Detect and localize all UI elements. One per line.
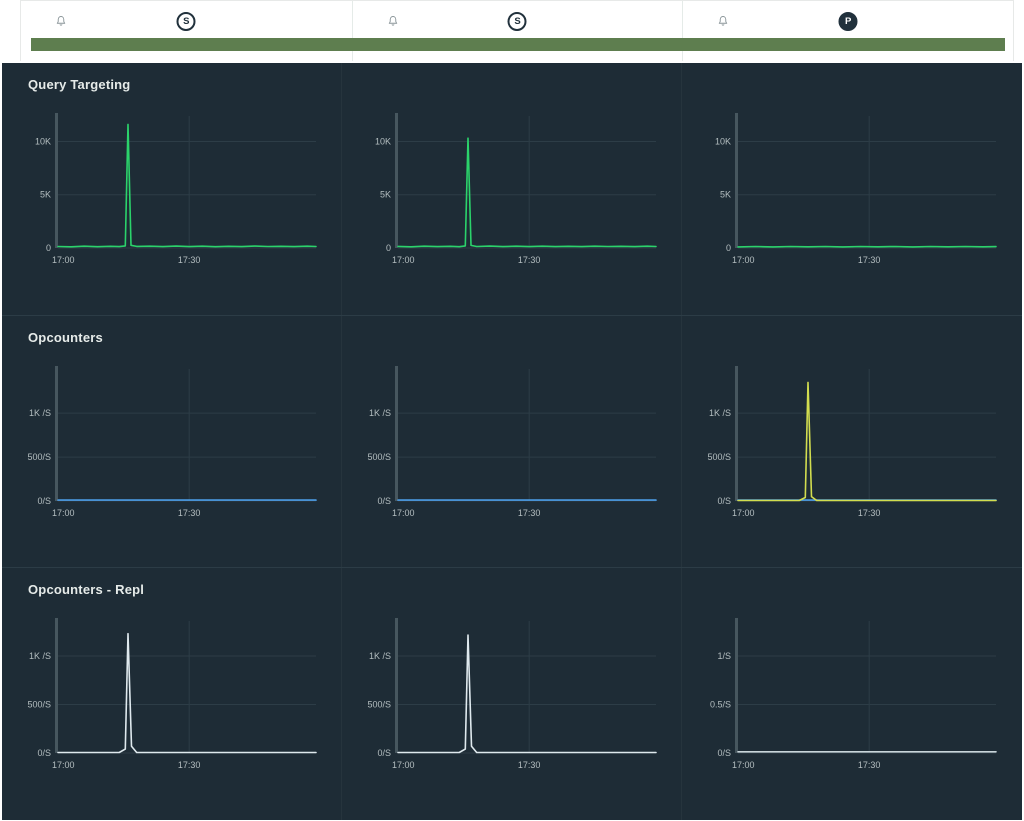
node-column-1: S — [21, 1, 352, 61]
svg-text:17:30: 17:30 — [518, 255, 541, 265]
opcounters-chart: 0/S 500/S 1K /S 17:00 17:30 — [707, 365, 997, 518]
svg-text:0: 0 — [386, 243, 391, 253]
node-column-2: S — [351, 1, 683, 61]
chart-cell[interactable]: 0/S 500/S 1K /S 17:00 17:30 — [2, 609, 342, 779]
charts-row: 0/S 500/S 1K /S 17:00 17:30 0/S 500/S 1K /S 17:… — [2, 357, 1022, 527]
svg-text:17:00: 17:00 — [392, 508, 415, 518]
svg-text:500/S: 500/S — [27, 452, 51, 462]
svg-text:17:30: 17:30 — [518, 760, 541, 770]
svg-text:1K /S: 1K /S — [369, 651, 391, 661]
query-targeting-chart: 0 5K 10K 17:00 17:30 — [35, 113, 317, 265]
replica-set-status-header: S S P — [20, 0, 1014, 61]
section-title: Opcounters - Repl — [28, 582, 145, 598]
section-opcounters: Opcounters 0/S 500/S 1K /S 17:00 17:30 0/S 50… — [2, 314, 1022, 568]
opcounters-repl-chart: 0/S 0.5/S 1/S 17:00 17:30 — [710, 618, 997, 770]
node-status-badge-secondary[interactable]: S — [176, 12, 196, 31]
svg-text:1K /S: 1K /S — [29, 651, 51, 661]
section-title: Query Targeting — [28, 77, 131, 92]
alerts-bell-icon[interactable] — [387, 14, 399, 28]
svg-text:5K: 5K — [720, 190, 731, 200]
opcounters-repl-chart: 0/S 500/S 1K /S 17:00 17:30 — [367, 618, 657, 770]
query-targeting-chart: 0 5K 10K 17:00 17:30 — [715, 113, 997, 265]
svg-text:500/S: 500/S — [707, 452, 731, 462]
svg-text:17:00: 17:00 — [52, 255, 75, 265]
svg-text:17:00: 17:00 — [732, 508, 755, 518]
svg-text:17:00: 17:00 — [392, 255, 415, 265]
chart-cell[interactable]: 0/S 500/S 1K /S 17:00 17:30 — [682, 357, 1022, 527]
column-divider — [341, 63, 342, 820]
svg-text:500/S: 500/S — [367, 700, 391, 710]
svg-text:17:30: 17:30 — [858, 508, 881, 518]
charts-row: 0 5K 10K 17:00 17:30 0 5K 10K 17:00 17:30 0 5K 10K… — [2, 104, 1022, 274]
chart-cell[interactable]: 0/S 500/S 1K /S 17:00 17:30 — [342, 357, 682, 527]
alerts-bell-icon[interactable] — [717, 14, 729, 28]
chart-cell[interactable]: 0/S 0.5/S 1/S 17:00 17:30 — [682, 609, 1022, 779]
node-column-3: P — [682, 1, 1013, 61]
chart-cell[interactable]: 0 5K 10K 17:00 17:30 — [342, 104, 682, 274]
svg-text:17:30: 17:30 — [858, 255, 881, 265]
svg-text:17:30: 17:30 — [518, 508, 541, 518]
section-query-targeting: Query Targeting 0 5K 10K 17:00 17:30 0 5K 10K 1… — [2, 63, 1022, 315]
svg-text:17:30: 17:30 — [178, 760, 201, 770]
section-opcounters-repl: Opcounters - Repl 0/S 500/S 1K /S 17:00 17:3… — [2, 567, 1022, 820]
svg-text:10K: 10K — [375, 136, 391, 146]
node-status-badge-secondary[interactable]: S — [507, 12, 527, 31]
svg-text:500/S: 500/S — [367, 452, 391, 462]
charts-row: 0/S 500/S 1K /S 17:00 17:30 0/S 500/S 1K /S 17:… — [2, 609, 1022, 779]
svg-text:0: 0 — [726, 243, 731, 253]
svg-text:17:00: 17:00 — [52, 760, 75, 770]
node-status-badge-primary[interactable]: P — [838, 12, 858, 31]
health-status-bar — [31, 38, 1005, 51]
svg-text:1/S: 1/S — [717, 651, 731, 661]
svg-text:10K: 10K — [715, 136, 731, 146]
opcounters-chart: 0/S 500/S 1K /S 17:00 17:30 — [367, 365, 657, 518]
opcounters-chart: 0/S 500/S 1K /S 17:00 17:30 — [27, 365, 317, 518]
section-title: Opcounters — [28, 329, 103, 345]
svg-text:17:30: 17:30 — [858, 760, 881, 770]
svg-text:5K: 5K — [40, 190, 51, 200]
svg-text:17:00: 17:00 — [732, 255, 755, 265]
bell-icon — [388, 16, 397, 26]
svg-text:10K: 10K — [35, 136, 51, 146]
svg-text:5K: 5K — [380, 190, 391, 200]
svg-text:17:00: 17:00 — [732, 760, 755, 770]
opcounters-repl-chart: 0/S 500/S 1K /S 17:00 17:30 — [27, 618, 317, 770]
query-targeting-chart: 0 5K 10K 17:00 17:30 — [375, 113, 657, 265]
svg-text:0/S: 0/S — [377, 496, 391, 506]
svg-text:0/S: 0/S — [717, 748, 731, 758]
chart-cell[interactable]: 0 5K 10K 17:00 17:30 — [2, 104, 342, 274]
chart-cell[interactable]: 0/S 500/S 1K /S 17:00 17:30 — [2, 357, 342, 527]
alerts-bell-icon[interactable] — [55, 14, 67, 28]
svg-text:17:30: 17:30 — [178, 255, 201, 265]
chart-cell[interactable]: 0/S 500/S 1K /S 17:00 17:30 — [342, 609, 682, 779]
chart-cell[interactable]: 0 5K 10K 17:00 17:30 — [682, 104, 1022, 274]
svg-text:0/S: 0/S — [37, 496, 51, 506]
svg-text:17:30: 17:30 — [178, 508, 201, 518]
svg-text:500/S: 500/S — [27, 700, 51, 710]
svg-text:17:00: 17:00 — [392, 760, 415, 770]
svg-text:1K /S: 1K /S — [369, 408, 391, 418]
column-divider — [681, 63, 682, 820]
metrics-panel: Query Targeting 0 5K 10K 17:00 17:30 0 5K 10K 1… — [2, 63, 1022, 820]
svg-text:17:00: 17:00 — [52, 508, 75, 518]
bell-icon — [56, 16, 66, 26]
svg-text:0.5/S: 0.5/S — [710, 700, 731, 710]
svg-text:1K /S: 1K /S — [29, 408, 51, 418]
svg-text:1K /S: 1K /S — [709, 408, 731, 418]
bell-icon — [719, 16, 728, 26]
svg-text:0/S: 0/S — [377, 748, 391, 758]
svg-text:0: 0 — [46, 243, 51, 253]
svg-text:0/S: 0/S — [37, 748, 51, 758]
svg-text:0/S: 0/S — [717, 496, 731, 506]
